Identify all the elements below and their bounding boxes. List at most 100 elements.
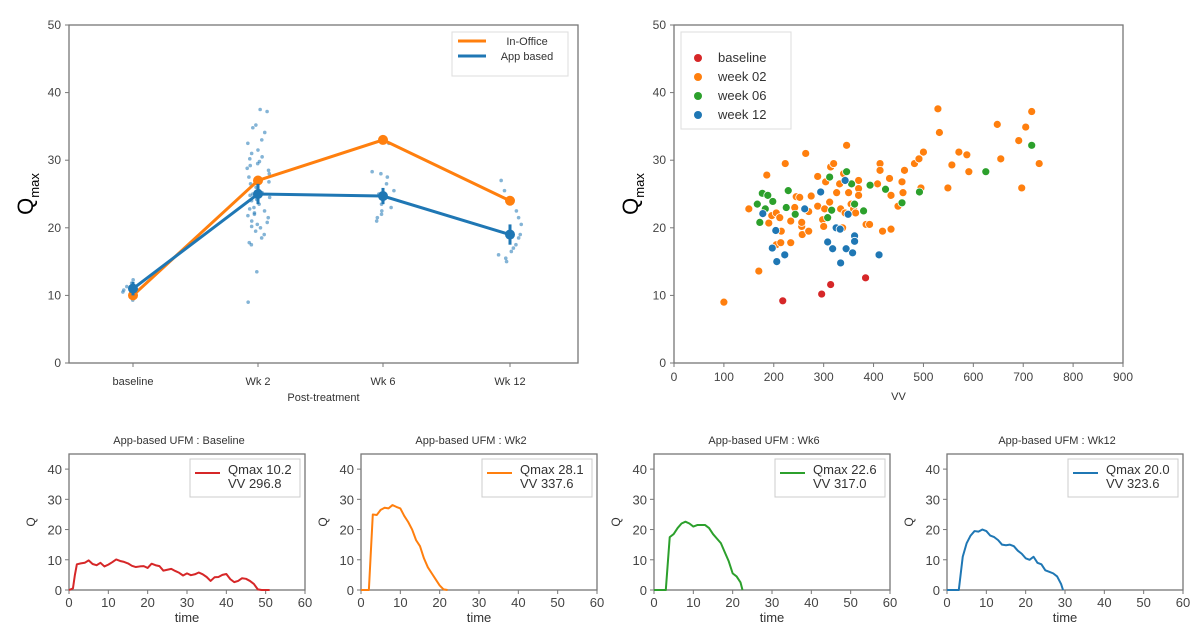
scatter-point-week-02	[1014, 136, 1024, 145]
scatter-point-week-02	[832, 188, 842, 198]
jitter-point	[379, 171, 383, 176]
plot-frame	[68, 24, 579, 364]
x-tick-label: 10	[686, 595, 700, 610]
y-axis-label-main: Q	[618, 198, 643, 215]
scatter-point-week-02	[829, 159, 839, 168]
y-tick-label: 0	[933, 583, 940, 598]
scatter-point-baseline	[817, 289, 827, 299]
legend-label: VV 317.0	[813, 476, 867, 491]
y-tick-label: 0	[54, 356, 61, 370]
x-tick-label: 20	[432, 595, 446, 610]
jitter-point	[516, 236, 521, 240]
scatter-point-week-12	[816, 187, 826, 197]
jitter-point	[374, 219, 379, 223]
scatter-point-week-02	[797, 217, 807, 227]
jitter-point	[499, 178, 503, 183]
flow-curve	[68, 558, 270, 591]
jitter-point	[519, 222, 524, 227]
y-axis-label: Q	[316, 517, 330, 526]
legend-box	[1067, 458, 1179, 498]
jitter-point	[248, 163, 253, 168]
x-tick-label: 20	[725, 595, 739, 610]
y-tick-label: 20	[340, 523, 354, 538]
y-tick-label: 40	[653, 86, 667, 100]
jitter-point	[518, 232, 523, 237]
series-line-in-office	[131, 138, 511, 297]
jitter-point	[246, 300, 250, 304]
scatter-point-week-06	[859, 206, 868, 216]
y-tick-label: 20	[48, 221, 62, 235]
scatter-point-baseline	[861, 273, 870, 283]
x-tick-label: 40	[219, 595, 233, 610]
x-tick-label: 50	[843, 595, 857, 610]
series-marker	[253, 189, 263, 199]
x-tick-label: 10	[393, 595, 407, 610]
jitter-point	[258, 226, 263, 230]
y-tick-label: 40	[48, 86, 62, 100]
jitter-point	[262, 232, 267, 237]
scatter-point-week-02	[754, 266, 764, 276]
series-marker	[505, 229, 515, 240]
y-axis-label: Q	[902, 517, 916, 526]
scatter-point-week-02	[854, 190, 863, 200]
scatter-point-week-06	[915, 187, 924, 197]
jitter-point	[249, 224, 254, 229]
x-tick-label: 50	[1136, 595, 1150, 610]
y-tick-label: 10	[633, 553, 647, 568]
legend-box	[451, 31, 569, 77]
jitter-point	[246, 213, 250, 218]
y-tick-label: 20	[653, 221, 667, 235]
jitter-point	[266, 215, 271, 220]
y-tick-label: 30	[48, 492, 62, 507]
scatter-point-week-02	[825, 197, 835, 207]
y-axis-label-main: Q	[13, 198, 38, 215]
x-tick-label: 100	[714, 370, 734, 384]
x-tick-label: 900	[1113, 370, 1133, 384]
x-tick-label: 40	[511, 595, 525, 610]
y-tick-label: 20	[48, 523, 62, 538]
jitter-point	[516, 215, 521, 220]
x-tick-label: 0	[65, 595, 72, 610]
jitter-point	[125, 284, 129, 289]
chart-qmax-timeline: 0 10 20 30 40 50 baseline Wk 2 Wk 6 Wk 12 Post-tre…	[13, 18, 579, 404]
x-tick-label: 10	[101, 595, 115, 610]
chart-title: App-based UFM : Wk6	[708, 435, 819, 447]
y-axis-label: Q	[609, 517, 623, 526]
y-axis-label: Qmax	[618, 173, 647, 215]
x-tick-label: 20	[140, 595, 154, 610]
scatter-point-week-12	[836, 258, 846, 268]
x-tick-label: 0	[650, 595, 657, 610]
scatter-point-week-02	[992, 119, 1002, 129]
legend-label: In-Office	[506, 36, 547, 48]
y-tick-label: 50	[653, 18, 667, 32]
x-axis-label: time	[467, 610, 492, 625]
chart-title: App-based UFM : Baseline	[113, 435, 244, 447]
legend: In-Office App based	[451, 31, 569, 77]
scatter-point-week-02	[933, 104, 943, 114]
scatter-point-week-12	[823, 237, 833, 247]
legend-label: App based	[501, 51, 554, 63]
scatter-point-week-02	[806, 191, 816, 201]
jitter-point	[389, 205, 393, 210]
x-tick-label: 50	[550, 595, 564, 610]
x-tick-label: 40	[1097, 595, 1111, 610]
legend-label: Qmax 20.0	[1106, 462, 1170, 477]
scatter-point-week-02	[875, 165, 885, 175]
chart-ufm-wk12: App-based UFM : Wk12 0 10 20 30 40 0 10 20 30 40 50…	[902, 435, 1190, 625]
scatter-point-week-02	[780, 159, 790, 168]
x-axis-label: time	[175, 610, 200, 625]
scatter-point-week-02	[786, 216, 796, 226]
x-tick-label: 0	[671, 370, 678, 384]
legend-label: VV 323.6	[1106, 476, 1160, 491]
scatter-point-week-02	[1021, 122, 1031, 132]
jitter-point	[260, 155, 264, 159]
scatter-point-week-02	[775, 213, 785, 223]
scatter-point-week-02	[842, 140, 852, 150]
jitter-point	[265, 109, 269, 114]
y-tick-label: 20	[633, 523, 647, 538]
y-tick-label: 10	[48, 288, 62, 302]
scatter-point-week-02	[914, 154, 924, 164]
jitter-point	[252, 212, 257, 217]
jitter-point	[259, 138, 264, 142]
jitter-point	[511, 246, 516, 250]
